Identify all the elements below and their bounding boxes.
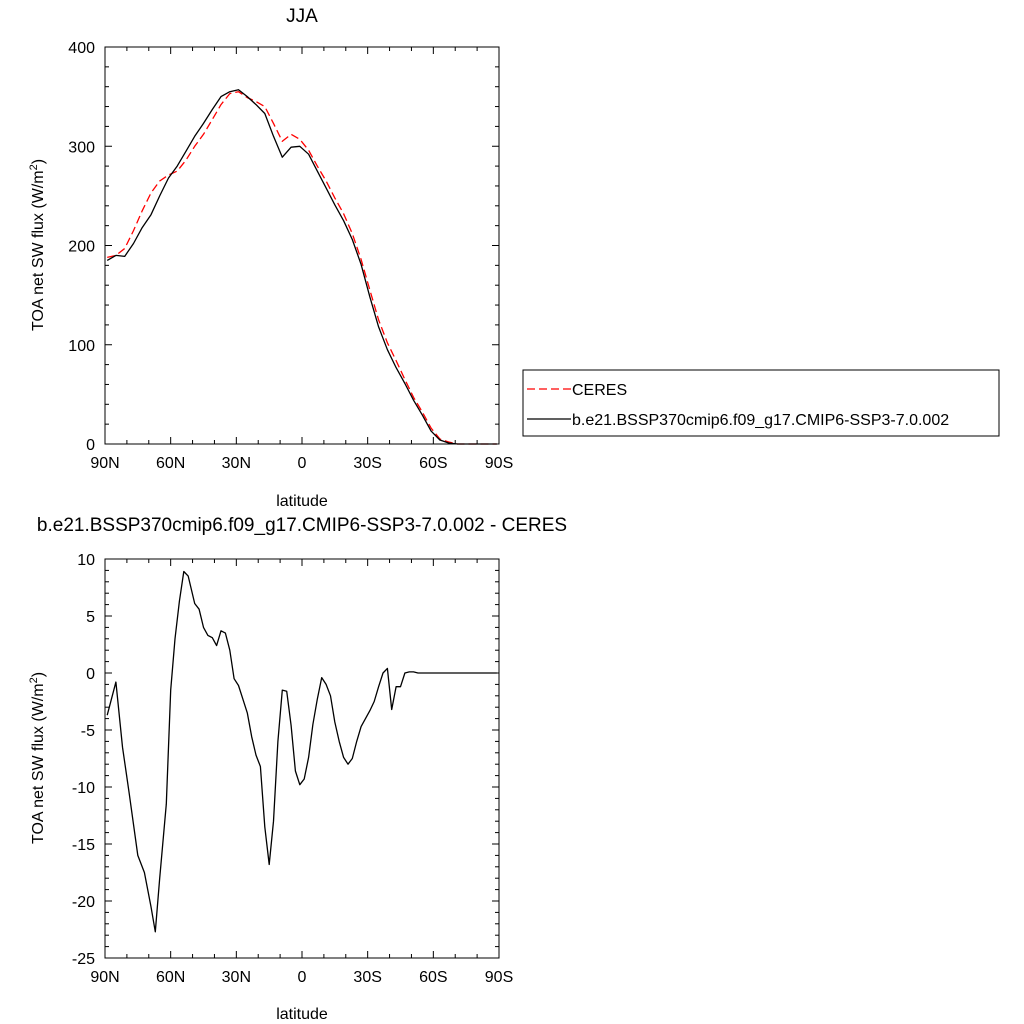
bottom-y-tick-label: 5: [86, 609, 95, 626]
top-plot-frame: [104, 46, 500, 445]
bottom-y-axis-label-superscript: 2: [28, 677, 40, 683]
bottom-y-axis-label: TOA net SW flux (W/m2): [28, 672, 47, 844]
top-x-axis-label: latitude: [276, 493, 328, 510]
top-y-axis-label-close: ): [30, 159, 47, 164]
bottom-x-axis-label: latitude: [276, 1006, 328, 1023]
top-y-tick-label: 300: [68, 139, 95, 156]
top-series-line-1: [106, 89, 497, 445]
bottom-y-tick-label: -25: [72, 951, 95, 968]
top-y-tick-label: 100: [68, 338, 95, 355]
top-y-axis-label: TOA net SW flux (W/m2): [28, 159, 47, 331]
bottom-y-tick-label: -10: [72, 780, 95, 797]
bottom-y-tick-label: -5: [81, 723, 95, 740]
bottom-x-tick-label: 90S: [485, 969, 513, 986]
legend: CERES b.e21.BSSP370cmip6.f09_g17.CMIP6-S…: [522, 369, 1000, 437]
legend-model-label: b.e21.BSSP370cmip6.f09_g17.CMIP6-SSP3-7.…: [572, 412, 949, 429]
top-x-tick-label: 30S: [353, 455, 381, 472]
bottom-y-axis-label-main: TOA net SW flux (W/m: [30, 683, 47, 844]
top-tick-labels: 90N 60N 30N 0 30S 60S 90S 0 100 200 300 400: [68, 40, 513, 472]
top-y-tick-label: 0: [86, 437, 95, 454]
top-series-line-0: [107, 91, 497, 445]
bottom-x-tick-label: 0: [298, 969, 307, 986]
top-x-tick-label: 90S: [485, 455, 513, 472]
bottom-y-tick-label: -20: [72, 894, 95, 911]
bottom-tick-labels: 90N 60N 30N 0 30S 60S 90S 10 5 0 -5 -10 -15 -20 -25: [72, 552, 513, 986]
bottom-panel: b.e21.BSSP370cmip6.f09_g17.CMIP6-SSP3-7.…: [28, 515, 567, 1023]
top-y-tick-label: 400: [68, 40, 95, 57]
legend-box: [522, 369, 1000, 437]
bottom-x-tick-label: 30S: [353, 969, 381, 986]
top-x-tick-label: 60S: [419, 455, 447, 472]
bottom-plot-frame: [104, 558, 500, 959]
bottom-series-line-0: [106, 570, 497, 933]
bottom-series-lines: [106, 570, 497, 933]
legend-ceres-label: CERES: [572, 382, 627, 399]
bottom-y-tick-label: 0: [86, 666, 95, 683]
top-y-axis-label-superscript: 2: [28, 164, 40, 170]
bottom-x-tick-label: 60N: [156, 969, 185, 986]
bottom-x-tick-label: 90N: [90, 969, 119, 986]
top-y-axis-label-main: TOA net SW flux (W/m: [30, 170, 47, 331]
top-chart-title: JJA: [286, 6, 318, 27]
top-series-lines: [106, 89, 497, 445]
top-panel: JJA 90N 60N 30N 0 30S 60S 90S 0 100 200 300 400 lat…: [28, 6, 1000, 510]
bottom-axis-ticks: [104, 558, 500, 959]
bottom-chart-title: b.e21.BSSP370cmip6.f09_g17.CMIP6-SSP3-7.…: [37, 515, 567, 536]
bottom-x-tick-label: 60S: [419, 969, 447, 986]
top-axis-ticks: [104, 46, 500, 445]
bottom-y-axis-label-close: ): [30, 672, 47, 677]
top-x-tick-label: 0: [298, 455, 307, 472]
bottom-x-tick-label: 30N: [222, 969, 251, 986]
bottom-y-tick-label: -15: [72, 837, 95, 854]
top-x-tick-label: 90N: [90, 455, 119, 472]
bottom-y-tick-label: 10: [77, 552, 95, 569]
top-x-tick-label: 30N: [222, 455, 251, 472]
top-y-tick-label: 200: [68, 239, 95, 256]
top-x-tick-label: 60N: [156, 455, 185, 472]
